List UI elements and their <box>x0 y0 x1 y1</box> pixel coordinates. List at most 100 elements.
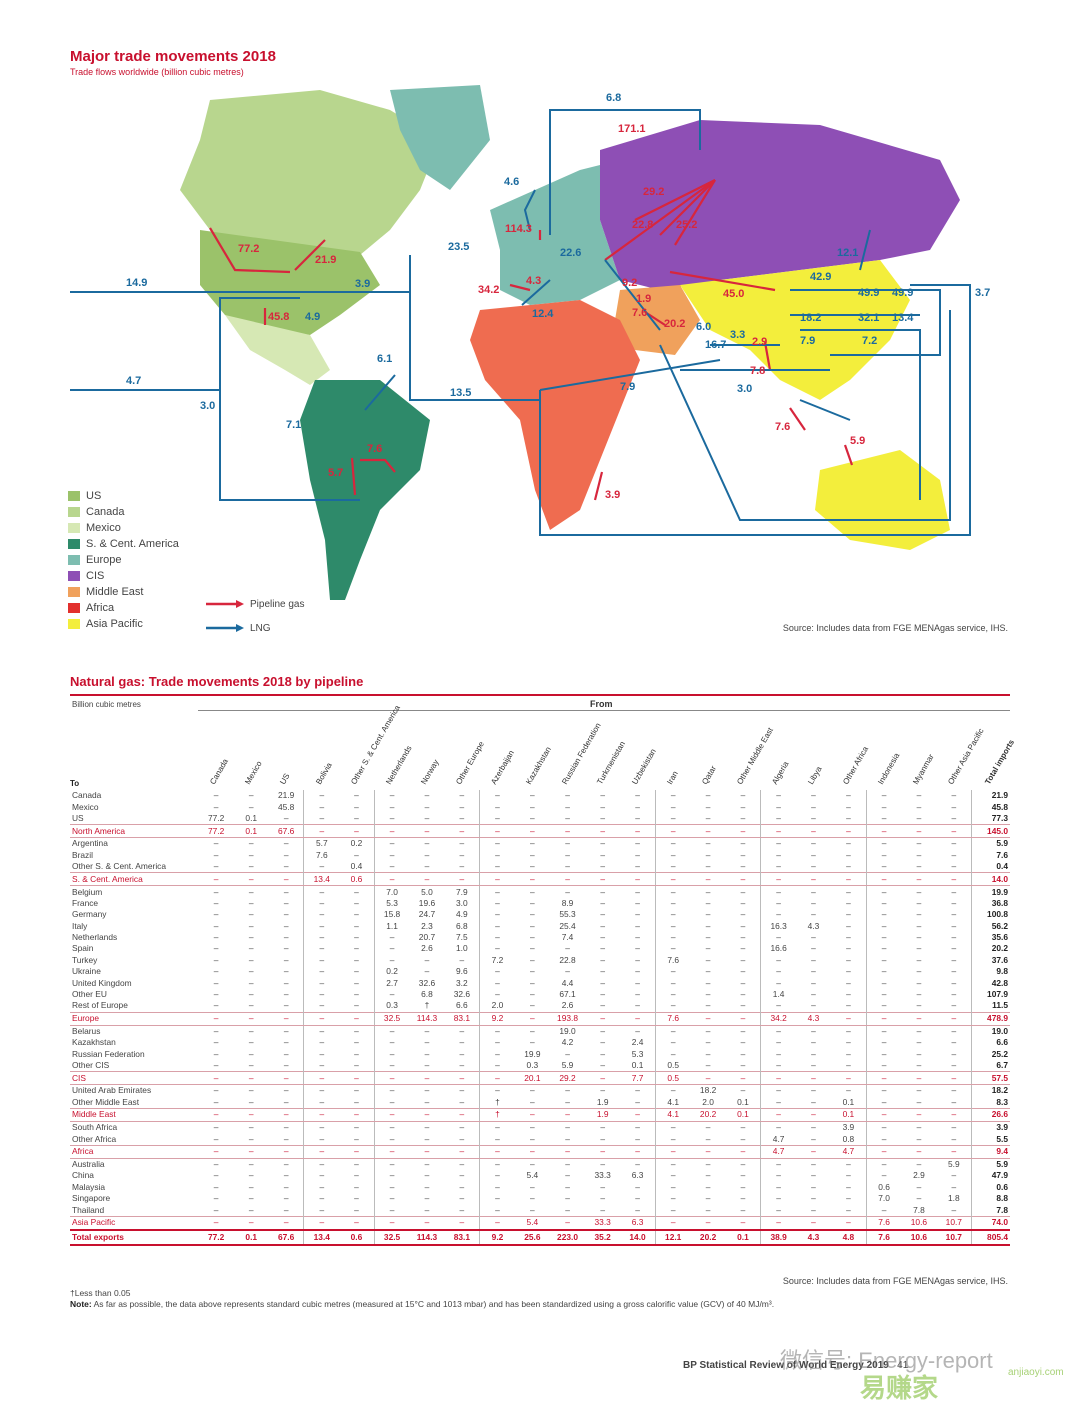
table-cell: – <box>373 954 410 967</box>
table-cell: 4.3 <box>795 1228 832 1246</box>
table-cell: – <box>600 954 605 965</box>
table-cell: – <box>373 849 410 861</box>
table-cell: – <box>248 1193 254 1204</box>
table-cell: – <box>303 954 340 967</box>
table-cell: – <box>354 1048 359 1059</box>
table-row: Belarus – – – – – – – – – – 19.0 – – – – – – – – – – – 19.0 <box>70 1025 1010 1038</box>
table-cell: – <box>283 1122 289 1133</box>
row-label: Other Africa <box>72 1133 117 1144</box>
table-cell: – <box>530 1085 535 1096</box>
table-cell: – <box>248 966 254 977</box>
table-cell: – <box>424 1060 430 1070</box>
table-cell: 29.2 <box>549 1071 586 1086</box>
table-cell: – <box>740 1060 746 1070</box>
lng-qatar-loop <box>539 284 971 536</box>
table-cell: – <box>303 1204 340 1217</box>
table-cell: – <box>248 849 254 860</box>
table-cell: 1.9 <box>596 1096 609 1107</box>
table-cell: – <box>951 1122 957 1133</box>
africa-region <box>470 300 640 530</box>
table-cell: – <box>354 954 359 965</box>
lng-qatar-east <box>659 310 951 521</box>
table-cell: – <box>424 966 430 977</box>
table-cell: – <box>248 886 254 897</box>
table-cell: – <box>213 897 219 908</box>
table-cell: 193.8 <box>549 1011 586 1026</box>
table-cell: 2.7 <box>373 977 410 989</box>
table-cell: – <box>705 977 711 988</box>
table-cell: – <box>549 1107 586 1122</box>
table-cell: – <box>549 872 586 887</box>
table-cell: – <box>760 909 796 921</box>
row-label: United Arab Emirates <box>72 1085 152 1096</box>
table-row: United Kingdom – – – – –2.7 32.6 3.2– –4.4– – – – – –… <box>70 977 1010 989</box>
table-cell: – <box>620 872 656 887</box>
table-cell: – <box>705 1037 711 1048</box>
pipeline-label: 7.6 <box>775 421 790 433</box>
table-cell: 1.4 <box>760 988 796 1001</box>
lng-label: 4.6 <box>504 176 519 188</box>
table-cell: 21.9 <box>971 790 1010 802</box>
table-cell: 20.2 <box>690 1228 726 1246</box>
table-cell: – <box>198 1011 234 1026</box>
table-cell: – <box>459 1037 465 1048</box>
table-row: Spain – – – – – –2.6 1.0– – – – – – – –16.6– – – – –20.2 <box>70 943 1010 955</box>
table-cell: – <box>740 954 746 965</box>
table-cell: – <box>444 1215 480 1231</box>
footnote-note: Note: As far as possible, the data above… <box>70 1299 774 1309</box>
table-cell: – <box>283 812 289 823</box>
table-cell: – <box>268 1107 304 1122</box>
table-cell: 36.8 <box>971 897 1010 910</box>
table-cell: – <box>811 812 816 823</box>
table-cell: 114.3 <box>409 1228 445 1246</box>
pipeline-aus <box>843 444 854 466</box>
table-cell: – <box>936 1144 972 1159</box>
table-cell: 32.5 <box>373 1228 410 1246</box>
table-cell: – <box>213 932 219 943</box>
map-title: Major trade movements 2018 <box>70 48 276 65</box>
table-cell: 4.9 <box>456 909 468 920</box>
column-header: Other Africa <box>831 718 870 790</box>
table-cell: – <box>303 1121 340 1134</box>
lng-label: 7.2 <box>862 335 877 347</box>
table-cell: – <box>530 1181 535 1192</box>
table-cell: – <box>339 1107 375 1122</box>
table-cell: – <box>916 897 922 908</box>
table-row: Asia Pacific – – – – – – – – –5.4–33.3 6.3– – – – – –7.… <box>70 1215 1010 1231</box>
table-cell: – <box>303 1107 340 1122</box>
table-cell: – <box>424 801 430 812</box>
table-cell: – <box>951 838 957 849</box>
table-cell: – <box>600 1122 605 1133</box>
table-cell: – <box>600 909 605 920</box>
table-cell: – <box>213 1096 219 1107</box>
lng-label: 3.9 <box>355 278 370 290</box>
table-cell: 19.0 <box>559 1025 576 1036</box>
table-cell: – <box>409 1107 445 1122</box>
table-cell: – <box>283 1096 289 1107</box>
table-cell: 20.7 <box>418 932 436 943</box>
table-cell: 7.2 <box>479 954 515 967</box>
table-cell: – <box>654 897 691 910</box>
table-cell: – <box>811 932 816 943</box>
table-cell: – <box>479 988 515 1001</box>
table-cell: – <box>459 838 465 849</box>
table-row: Turkey – – – – – – – – 7.2 – 22.8 – – 7.6 – – – – – – – – 37.6 <box>70 954 1010 967</box>
column-header: Netherlands <box>374 718 413 790</box>
table-cell: – <box>354 966 359 977</box>
table-cell: 5.9 <box>971 837 1010 850</box>
table-cell: – <box>865 988 902 1001</box>
pipeline-cis-china <box>669 270 776 292</box>
table-cell: – <box>444 872 480 887</box>
table-cell: 25.4 <box>559 920 576 931</box>
table-cell: 2.3 <box>421 920 433 931</box>
row-label: Russian Federation <box>72 1048 145 1059</box>
trade-table: Billion cubic metres From To Canada Mexico… <box>70 694 1016 1246</box>
table-cell: – <box>951 1096 957 1107</box>
table-cell: 83.1 <box>444 1228 480 1246</box>
table-cell: – <box>740 1025 746 1036</box>
table-cell: – <box>936 1071 972 1086</box>
lng-asia-6 <box>799 399 851 421</box>
table-cell: – <box>760 1170 796 1182</box>
table-cell: – <box>339 824 375 839</box>
table-cell: 0.4 <box>971 860 1010 873</box>
